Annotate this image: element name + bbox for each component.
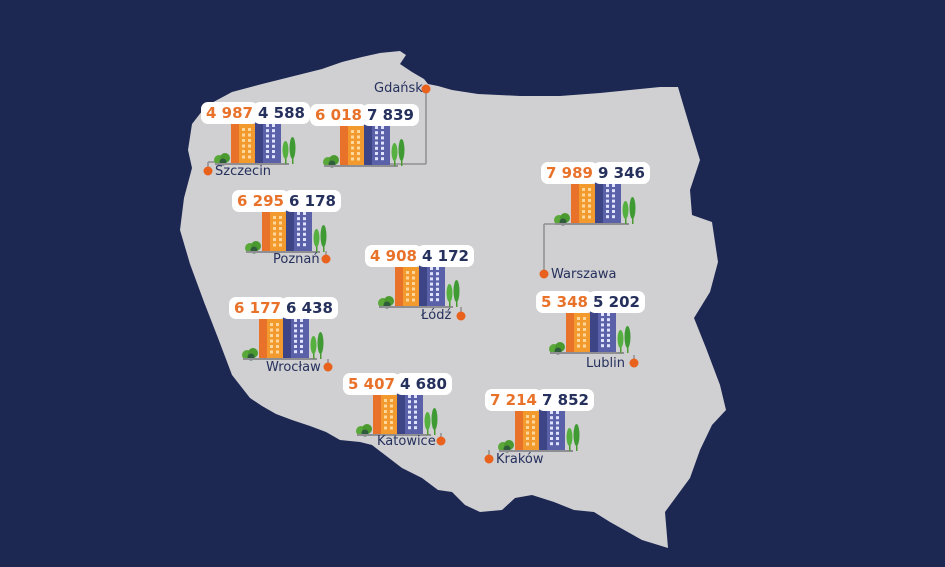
- warszawa-building-icon: [554, 180, 636, 226]
- value-navy-lodz: 4 172: [417, 245, 474, 267]
- value-navy-gdansk: 7 839: [362, 104, 419, 126]
- lodz-building-icon: [378, 263, 460, 309]
- marker-szczecin: [203, 166, 213, 176]
- city-group-wroclaw: 6 438 6 177: [229, 297, 338, 365]
- katowice-building-icon: [356, 391, 438, 437]
- city-group-lodz: 4 172 4 908: [365, 245, 474, 313]
- value-orange-lublin: 5 348: [536, 291, 593, 313]
- city-label-wroclaw: Wrocław: [266, 360, 321, 375]
- lublin-building-icon: [549, 309, 631, 355]
- marker-gdansk: [421, 84, 431, 94]
- value-navy-poznan: 6 178: [284, 190, 341, 212]
- value-navy-krakow: 7 852: [537, 389, 594, 411]
- value-orange-katowice: 5 407: [343, 373, 400, 395]
- city-label-katowice: Katowice: [377, 434, 436, 449]
- city-label-gdansk: Gdańsk: [374, 81, 423, 96]
- szczecin-building-icon: [214, 120, 296, 166]
- marker-lublin: [629, 358, 639, 368]
- city-label-lublin: Lublin: [586, 356, 625, 371]
- marker-poznan: [321, 254, 331, 264]
- city-label-szczecin: Szczecin: [215, 164, 272, 179]
- value-orange-krakow: 7 214: [485, 389, 542, 411]
- city-label-warszawa: Warszawa: [551, 267, 617, 282]
- gdansk-building-icon: [323, 122, 405, 168]
- value-orange-lodz: 4 908: [365, 245, 422, 267]
- city-group-warszawa: 9 346 7 989: [541, 162, 650, 230]
- city-label-poznan: Poznań: [273, 252, 320, 267]
- city-group-gdansk: 7 839 6 018: [310, 104, 419, 172]
- city-label-krakow: Kraków: [496, 452, 544, 467]
- marker-wroclaw: [323, 362, 333, 372]
- marker-warszawa: [539, 269, 549, 279]
- marker-krakow: [484, 454, 494, 464]
- city-group-szczecin: 4 588 4 987: [201, 102, 310, 170]
- value-orange-poznan: 6 295: [232, 190, 289, 212]
- city-label-lodz: Łódź: [421, 308, 452, 323]
- value-orange-warszawa: 7 989: [541, 162, 598, 184]
- city-group-lublin: 5 202 5 348: [536, 291, 645, 359]
- krakow-building-icon: [498, 407, 580, 453]
- value-orange-szczecin: 4 987: [201, 102, 258, 124]
- value-orange-wroclaw: 6 177: [229, 297, 286, 319]
- value-orange-gdansk: 6 018: [310, 104, 367, 126]
- value-navy-szczecin: 4 588: [253, 102, 310, 124]
- value-navy-lublin: 5 202: [588, 291, 645, 313]
- city-group-krakow: 7 852 7 214: [485, 389, 594, 457]
- marker-lodz: [456, 311, 466, 321]
- city-group-katowice: 4 680 5 407: [343, 373, 452, 441]
- city-group-poznan: 6 178 6 295: [232, 190, 341, 258]
- value-navy-warszawa: 9 346: [593, 162, 650, 184]
- value-navy-katowice: 4 680: [395, 373, 452, 395]
- city-markers: [203, 84, 639, 464]
- value-navy-wroclaw: 6 438: [281, 297, 338, 319]
- wroclaw-building-icon: [242, 315, 324, 361]
- marker-katowice: [436, 436, 446, 446]
- poznan-building-icon: [245, 208, 327, 254]
